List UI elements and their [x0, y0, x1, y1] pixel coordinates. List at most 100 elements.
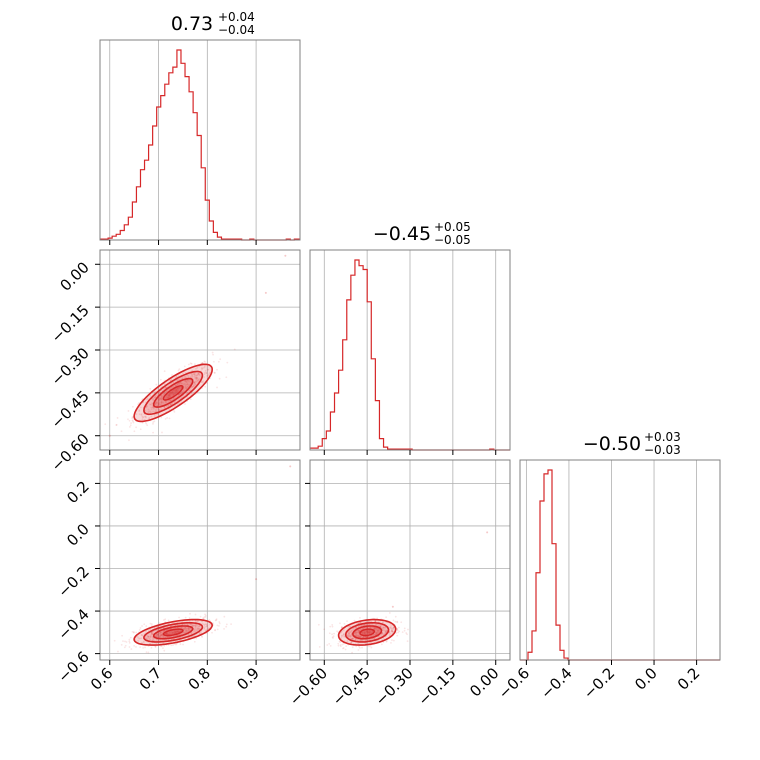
sample-point [185, 387, 188, 390]
sample-point [193, 629, 196, 632]
sample-point [362, 630, 365, 633]
sample-point [161, 396, 163, 398]
sample-point [182, 395, 185, 397]
sample-point [361, 646, 363, 649]
sample-point [357, 649, 360, 651]
sample-point [169, 379, 172, 382]
sample-point [145, 625, 148, 627]
sample-point [184, 626, 187, 629]
sample-point [352, 637, 354, 640]
sample-point [369, 644, 372, 647]
sample-point [346, 634, 349, 637]
sample-point [167, 396, 169, 399]
sample-point [160, 631, 162, 634]
sample-point [171, 402, 174, 405]
sample-point [201, 362, 204, 364]
sample-point [340, 636, 343, 639]
sample-point [366, 630, 368, 632]
sample-point [155, 635, 157, 638]
sample-point [147, 411, 150, 413]
sample-point [374, 627, 377, 630]
sample-point [145, 651, 148, 654]
sample-point [175, 630, 178, 632]
sample-point [163, 392, 166, 395]
sample-point [128, 638, 131, 641]
sample-point [175, 643, 177, 646]
histogram-param-0 [100, 49, 300, 241]
sample-point [378, 629, 380, 632]
sample-point [218, 625, 220, 627]
sample-point [396, 621, 399, 624]
x-tick-label: 0.9 [233, 664, 263, 694]
sample-point [124, 644, 127, 647]
sample-point [160, 416, 163, 419]
sample-point [357, 634, 359, 637]
sample-point [149, 634, 152, 637]
sample-point [190, 632, 193, 634]
sample-point [156, 633, 159, 636]
sample-point [351, 646, 354, 649]
panel-grid [109, 40, 257, 240]
sample-point [390, 627, 393, 629]
sample-point [154, 403, 157, 405]
sample-point [166, 405, 169, 408]
sample-point [188, 617, 191, 619]
panel-grid [310, 460, 510, 660]
sample-point [359, 616, 361, 619]
sample-point [397, 626, 400, 629]
sample-point [204, 385, 207, 388]
sample-point [156, 635, 159, 638]
sample-point [384, 629, 386, 632]
sample-point [139, 627, 142, 629]
sample-point [128, 646, 131, 648]
sample-point [196, 628, 198, 631]
sample-point [382, 621, 385, 624]
sample-point [199, 615, 202, 618]
sample-point [187, 628, 190, 631]
sample-point [190, 362, 193, 365]
sample-point [345, 645, 348, 648]
sample-point [377, 631, 379, 634]
sample-point [385, 616, 388, 619]
sample-point [159, 378, 162, 381]
sample-point [397, 631, 400, 634]
sample-point [156, 404, 159, 407]
sample-point [198, 624, 201, 627]
sample-point [348, 632, 351, 635]
sample-point [204, 371, 206, 374]
sample-point [184, 627, 187, 629]
sample-point [167, 404, 170, 407]
sample-point [388, 612, 391, 614]
panel-frame [519, 459, 721, 661]
sample-point [173, 630, 176, 633]
sample-point [154, 403, 157, 405]
sample-point [141, 416, 144, 419]
outlier-point [108, 434, 111, 437]
sample-point [342, 633, 345, 636]
x-tick-label: 0.2 [674, 664, 704, 694]
sample-point [160, 401, 163, 404]
sample-point [175, 390, 178, 393]
sample-point [146, 424, 149, 427]
sample-point [178, 386, 180, 389]
sample-point [355, 633, 358, 636]
sample-point [194, 382, 197, 385]
sample-point [201, 368, 203, 371]
sample-point [168, 394, 170, 397]
x-tick-label: −0.45 [329, 664, 374, 709]
sample-point [165, 390, 168, 392]
sample-point [225, 376, 228, 379]
sample-point [375, 623, 377, 626]
sample-point [157, 403, 160, 406]
sample-point [356, 639, 359, 642]
sample-point [188, 627, 191, 630]
sample-point [121, 634, 123, 637]
x-tick-label: 0.7 [136, 664, 166, 694]
sample-point [368, 645, 370, 648]
sample-point [157, 408, 160, 411]
sample-point [147, 408, 150, 411]
sample-point [359, 635, 362, 638]
sample-point [161, 431, 163, 434]
sample-point [200, 367, 203, 369]
sample-point [151, 633, 154, 636]
